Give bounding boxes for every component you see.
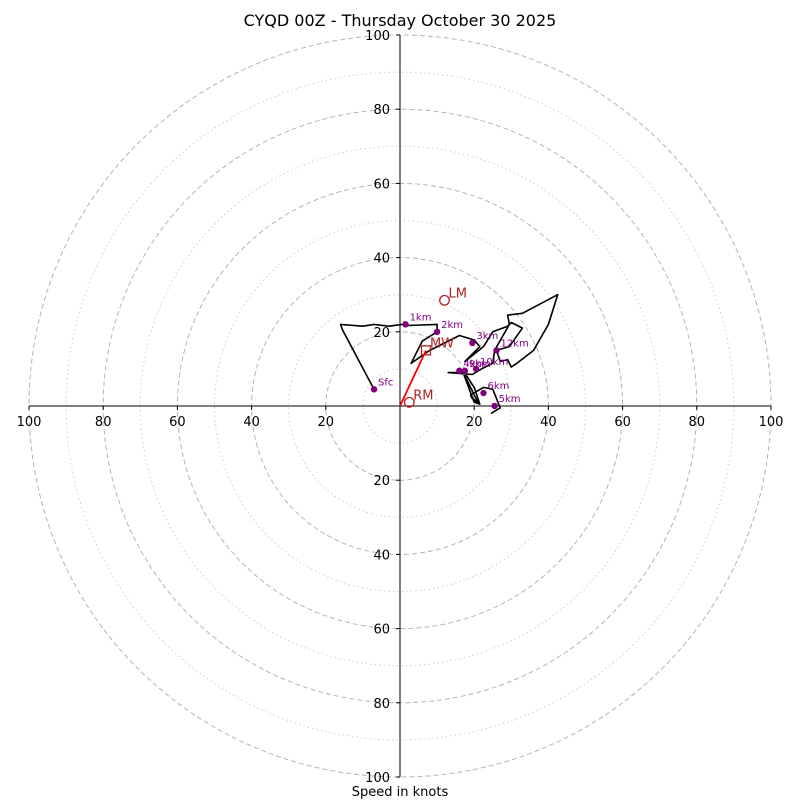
height-marker-label: Sfc [378, 377, 393, 388]
height-marker-label: 4km [463, 359, 485, 370]
y-tick-label: 80 [373, 103, 390, 118]
x-tick-label: 100 [17, 415, 42, 430]
height-marker-point [493, 347, 500, 354]
x-tick-label: 20 [466, 415, 483, 430]
tick-labels: 100 80 60 40 20 20 40 60 80 100 100 80 60 40 20 20 40 60 8… [17, 29, 784, 786]
x-tick-label: 40 [540, 415, 557, 430]
height-marker-point [433, 328, 441, 335]
storm-motion-marker [439, 294, 450, 306]
y-tick-label: 20 [373, 326, 390, 341]
hodograph-line [339, 293, 559, 415]
x-tick-label: 80 [689, 415, 706, 430]
height-marker-point [402, 321, 409, 328]
height-marker-point [456, 367, 463, 374]
y-tick-label: 80 [373, 697, 390, 712]
y-tick-label: 20 [373, 474, 390, 489]
mean-wind-arrow [399, 349, 427, 407]
height-marker-point [480, 389, 487, 397]
y-tick-label: 60 [373, 623, 390, 638]
height-marker-point [472, 365, 480, 373]
y-tick-label: 100 [365, 29, 390, 44]
x-tick-label: 20 [318, 415, 335, 430]
height-marker-label: 2km [441, 320, 463, 331]
height-marker-label: 3km [476, 331, 498, 342]
chart-title: CYQD 00Z - Thursday October 30 2025 [244, 11, 557, 30]
storm-motion-label: MW [430, 336, 454, 351]
storm-motion-label: RM [413, 388, 433, 403]
x-axis-label: Speed in knots [352, 785, 449, 800]
y-tick-label: 60 [373, 177, 390, 192]
y-tick-label: 40 [373, 548, 390, 563]
mean-wind-vector [399, 349, 427, 407]
x-tick-label: 60 [614, 415, 631, 430]
height-marker-label: 9km [469, 359, 491, 370]
height-marker-point [370, 386, 378, 393]
storm-motion-markers: LM RM MW [403, 286, 467, 408]
height-marker-label: 10km [480, 357, 508, 368]
wind-trace [339, 293, 559, 415]
storm-motion-label: LM [449, 286, 467, 301]
height-marker-label: 12km [500, 338, 528, 349]
height-marker-label: 6km [487, 381, 509, 392]
y-tick-label: 40 [373, 252, 390, 267]
height-marker-point [461, 367, 469, 374]
x-tick-label: 80 [95, 415, 112, 430]
x-tick-label: 60 [169, 415, 186, 430]
x-tick-label: 40 [243, 415, 260, 430]
x-tick-label: 100 [759, 415, 784, 430]
height-marker-label: 1km [410, 312, 432, 323]
height-marker-point [469, 339, 476, 347]
storm-motion-marker [403, 396, 415, 408]
mean-wind-marker [420, 345, 432, 356]
height-marker-point [491, 402, 498, 410]
height-marker-label: 5km [499, 394, 521, 405]
y-tick-label: 100 [365, 771, 390, 786]
